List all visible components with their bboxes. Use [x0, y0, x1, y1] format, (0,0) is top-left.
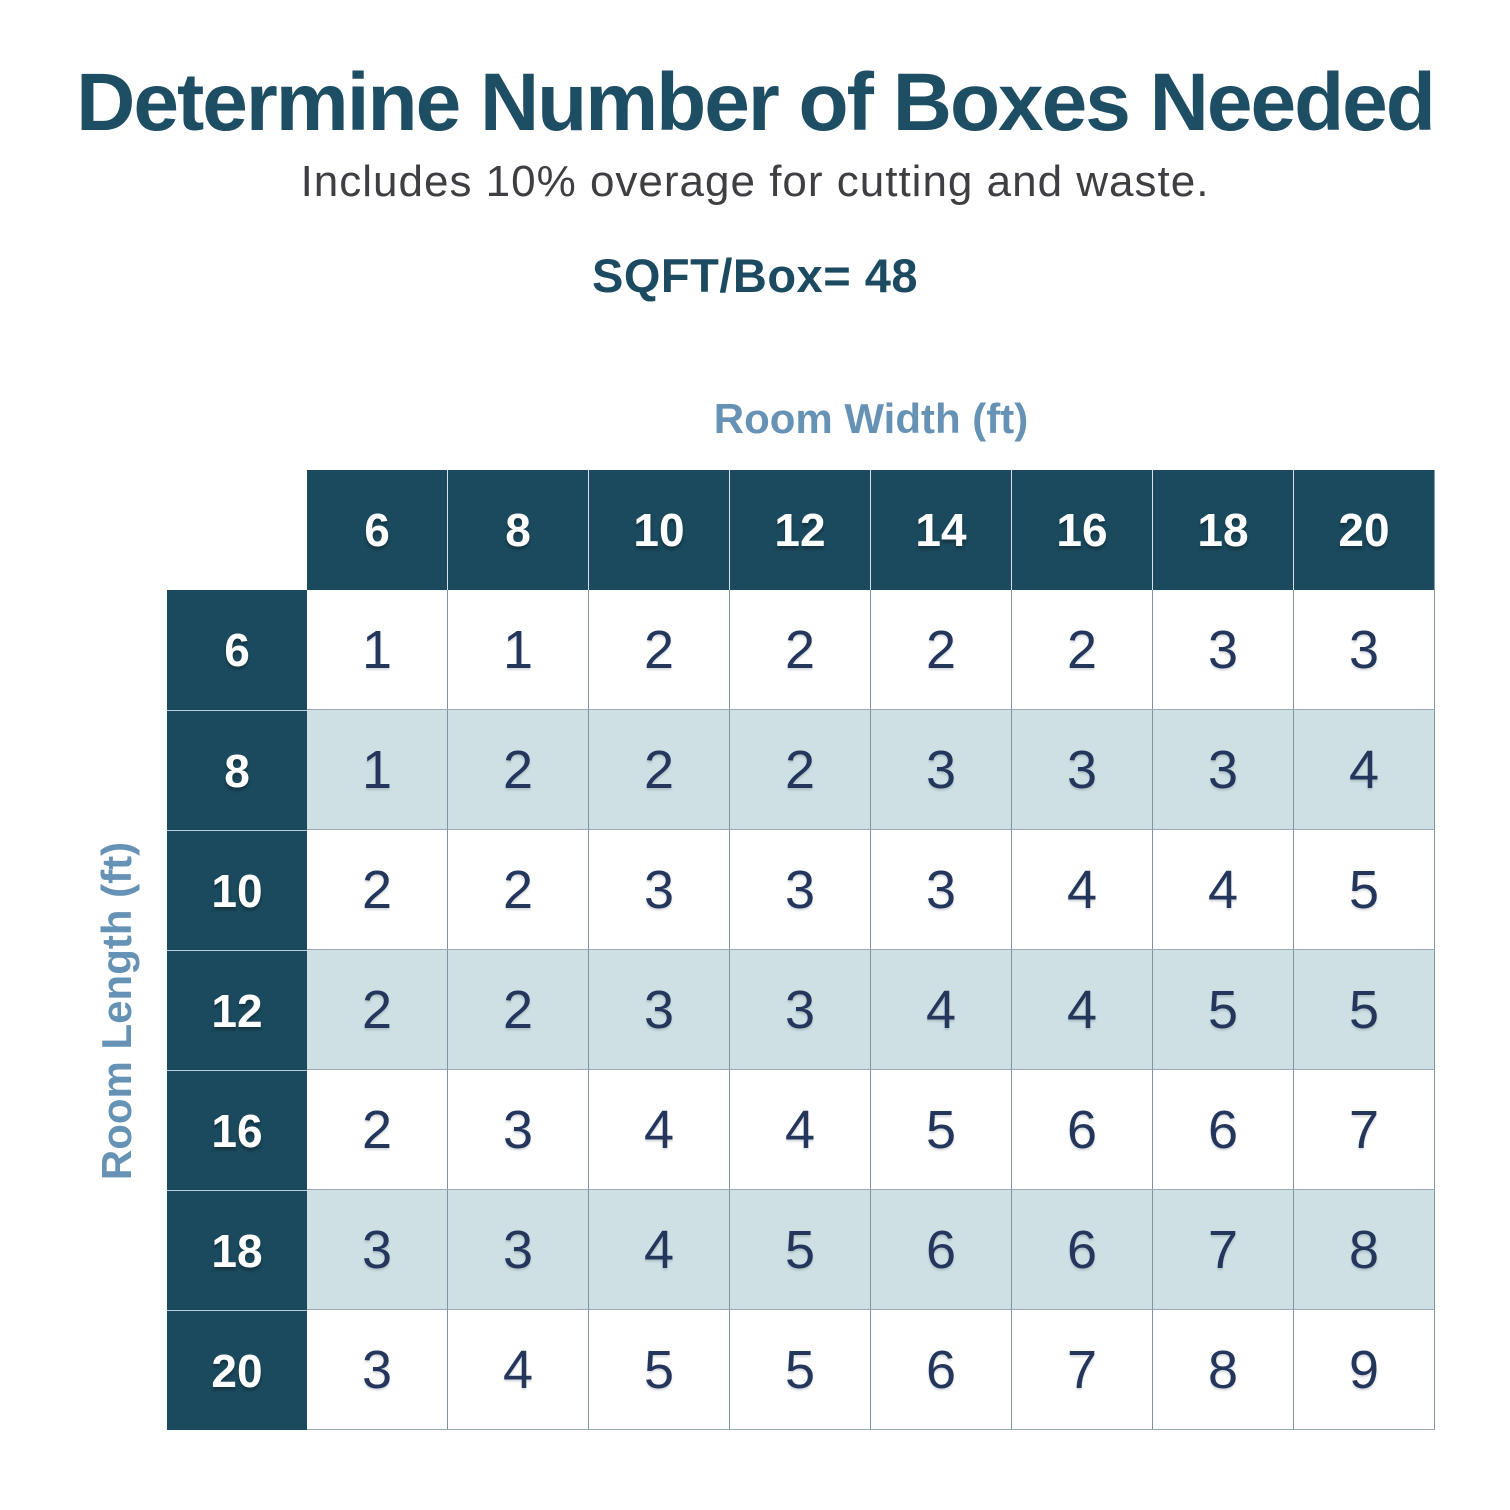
cell-L8-W18: 3: [1153, 710, 1294, 830]
cell-L16-W16: 6: [1012, 1070, 1153, 1190]
cell-L10-W16: 4: [1012, 830, 1153, 950]
row-header-6: 6: [167, 590, 307, 710]
cell-L8-W16: 3: [1012, 710, 1153, 830]
cell-L12-W20: 5: [1294, 950, 1435, 1070]
cell-L16-W6: 2: [307, 1070, 448, 1190]
cell-L6-W18: 3: [1153, 590, 1294, 710]
cell-L6-W8: 1: [448, 590, 589, 710]
cell-L6-W6: 1: [307, 590, 448, 710]
cell-L10-W6: 2: [307, 830, 448, 950]
cell-L8-W12: 2: [730, 710, 871, 830]
cell-L12-W16: 4: [1012, 950, 1153, 1070]
cell-L12-W8: 2: [448, 950, 589, 1070]
col-header-14: 14: [871, 470, 1012, 590]
cell-L8-W14: 3: [871, 710, 1012, 830]
cell-L12-W14: 4: [871, 950, 1012, 1070]
cell-L6-W16: 2: [1012, 590, 1153, 710]
table-row: 10 2 2 3 3 3 4 4 5: [167, 830, 1435, 950]
cell-L12-W18: 5: [1153, 950, 1294, 1070]
row-header-8: 8: [167, 710, 307, 830]
cell-L20-W20: 9: [1294, 1310, 1435, 1430]
cell-L20-W6: 3: [307, 1310, 448, 1430]
col-header-10: 10: [589, 470, 730, 590]
col-header-18: 18: [1153, 470, 1294, 590]
row-header-12: 12: [167, 950, 307, 1070]
cell-L20-W8: 4: [448, 1310, 589, 1430]
cell-L20-W12: 5: [730, 1310, 871, 1430]
table-row: 16 2 3 4 4 5 6 6 7: [167, 1070, 1435, 1190]
cell-L20-W16: 7: [1012, 1310, 1153, 1430]
cell-L18-W6: 3: [307, 1190, 448, 1310]
cell-L18-W16: 6: [1012, 1190, 1153, 1310]
cell-L10-W12: 3: [730, 830, 871, 950]
sqft-per-box-line: SQFT/Box= 48: [592, 249, 918, 302]
row-header-18: 18: [167, 1190, 307, 1310]
cell-L10-W20: 5: [1294, 830, 1435, 950]
cell-L10-W14: 3: [871, 830, 1012, 950]
room-width-axis-label: Room Width (ft): [713, 395, 1029, 442]
cell-L18-W12: 5: [730, 1190, 871, 1310]
page-title: Determine Number of Boxes Needed: [76, 57, 1436, 148]
col-header-16: 16: [1012, 470, 1153, 590]
cell-L10-W8: 2: [448, 830, 589, 950]
cell-L16-W8: 3: [448, 1070, 589, 1190]
cell-L18-W20: 8: [1294, 1190, 1435, 1310]
corner-cell: [167, 470, 307, 590]
col-header-20: 20: [1294, 470, 1435, 590]
room-length-axis-label: Room Length (ft): [93, 841, 140, 1181]
cell-L18-W10: 4: [589, 1190, 730, 1310]
col-header-6: 6: [307, 470, 448, 590]
cell-L18-W18: 7: [1153, 1190, 1294, 1310]
row-header-20: 20: [167, 1310, 307, 1430]
cell-L20-W18: 8: [1153, 1310, 1294, 1430]
cell-L8-W20: 4: [1294, 710, 1435, 830]
cell-L8-W6: 1: [307, 710, 448, 830]
cell-L18-W14: 6: [871, 1190, 1012, 1310]
page-subtitle: Includes 10% overage for cutting and was…: [300, 157, 1210, 206]
table-row: 12 2 2 3 3 4 4 5 5: [167, 950, 1435, 1070]
cell-L16-W18: 6: [1153, 1070, 1294, 1190]
cell-L6-W10: 2: [589, 590, 730, 710]
cell-L12-W10: 3: [589, 950, 730, 1070]
cell-L16-W10: 4: [589, 1070, 730, 1190]
cell-L6-W14: 2: [871, 590, 1012, 710]
cell-L10-W18: 4: [1153, 830, 1294, 950]
cell-L6-W12: 2: [730, 590, 871, 710]
boxes-table: 6 8 10 12 14 16 18 20 6 1 1 2 2 2 2 3 3 8 1 2 2 2 3 3 3 4 10 2 2 3 3 3 4…: [167, 470, 1435, 1430]
cell-L8-W10: 2: [589, 710, 730, 830]
col-header-12: 12: [730, 470, 871, 590]
cell-L12-W6: 2: [307, 950, 448, 1070]
cell-L8-W8: 2: [448, 710, 589, 830]
cell-L6-W20: 3: [1294, 590, 1435, 710]
table-row: 20 3 4 5 5 6 7 8 9: [167, 1310, 1435, 1430]
cell-L20-W14: 6: [871, 1310, 1012, 1430]
cell-L20-W10: 5: [589, 1310, 730, 1430]
cell-L16-W12: 4: [730, 1070, 871, 1190]
cell-L18-W8: 3: [448, 1190, 589, 1310]
cell-L10-W10: 3: [589, 830, 730, 950]
row-header-16: 16: [167, 1070, 307, 1190]
table-row: 18 3 3 4 5 6 6 7 8: [167, 1190, 1435, 1310]
cell-L16-W14: 5: [871, 1070, 1012, 1190]
table-header-row: 6 8 10 12 14 16 18 20: [167, 470, 1435, 590]
cell-L12-W12: 3: [730, 950, 871, 1070]
cell-L16-W20: 7: [1294, 1070, 1435, 1190]
col-header-8: 8: [448, 470, 589, 590]
row-header-10: 10: [167, 830, 307, 950]
